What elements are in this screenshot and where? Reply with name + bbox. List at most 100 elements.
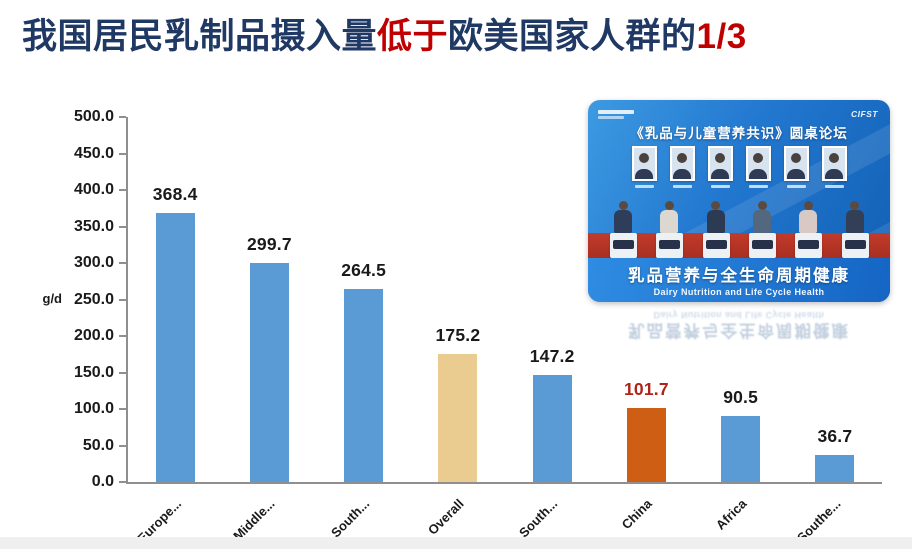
- bar-chart-plot-area: 368.4 299.7 264.5 175.2 147.2 101.7 90.5 36.7 5…: [74, 108, 882, 490]
- headshot-shoulders: [787, 169, 805, 179]
- seated-panelist: [747, 198, 777, 258]
- headshot-shoulders: [825, 169, 843, 179]
- y-axis-tick-label: 50.0: [82, 436, 114, 454]
- headshot-face: [677, 153, 687, 163]
- forum-headline-en: Dairy Nutrition and Life Cycle Health: [653, 287, 825, 297]
- headshot-frame: [783, 146, 809, 181]
- bar-value-label: 101.7: [623, 378, 669, 399]
- headshot-photo: [745, 146, 771, 188]
- y-axis-tick-label: 300.0: [73, 254, 114, 271]
- y-axis-tick: [119, 189, 126, 191]
- x-axis-label: China: [618, 496, 655, 533]
- panelist-legs: [798, 240, 820, 249]
- panelist-head: [618, 201, 628, 210]
- headshot-shoulders: [711, 169, 729, 179]
- y-axis-tick-label: 200.0: [73, 327, 114, 344]
- headshot-photo: [631, 146, 657, 188]
- bar-group: 175.2: [411, 117, 505, 482]
- headshot-face: [753, 153, 763, 163]
- bar-group: 36.7: [788, 117, 882, 482]
- headshot-name-label: [786, 185, 806, 188]
- bar: [155, 213, 195, 482]
- panelist-legs: [705, 240, 727, 249]
- headshot-name-label: [748, 185, 768, 188]
- headshot-face: [829, 153, 839, 163]
- bar-group: 299.7: [222, 117, 316, 482]
- x-axis-label: South...: [516, 496, 561, 541]
- bar: [438, 354, 478, 482]
- y-axis-tick: [119, 335, 126, 337]
- seated-panelists: [600, 198, 878, 258]
- page-title: 我国居民乳制品摄入量低于欧美国家人群的1/3: [22, 8, 747, 59]
- y-axis-tick: [119, 408, 126, 410]
- panelist-legs: [752, 240, 774, 249]
- seated-panelist: [840, 198, 870, 258]
- x-axis-label: Africa: [712, 496, 750, 533]
- headshot-name-label: [634, 185, 654, 188]
- bar-group: 147.2: [505, 117, 599, 482]
- panelist-head: [850, 201, 860, 210]
- bars-row: 368.4 299.7 264.5 175.2 147.2 101.7 90.5 36.7: [128, 117, 882, 482]
- y-axis-tick-label: 100.0: [73, 400, 114, 417]
- seated-panelist: [608, 198, 638, 258]
- bar-group: 264.5: [317, 117, 411, 482]
- y-axis-tick: [119, 444, 126, 447]
- panelist-torso: [845, 210, 864, 233]
- y-axis-tick: [119, 116, 126, 118]
- panelist-legs: [613, 240, 635, 249]
- panelist-torso: [660, 210, 679, 233]
- bar-group: 90.5: [694, 117, 788, 482]
- x-axis-label: Overall: [424, 496, 467, 538]
- organizer-logo: [598, 110, 634, 119]
- bar-value-label: 175.2: [435, 325, 481, 346]
- headshot-name-label: [710, 185, 730, 188]
- stage-floor: [588, 233, 890, 258]
- bar-group: 368.4: [128, 117, 222, 482]
- title-segment: 1/3: [696, 17, 747, 56]
- bar: [815, 455, 855, 482]
- title-segment: 欧美国家人群的: [448, 17, 697, 56]
- title-segment: 我国居民乳制品摄入量: [22, 17, 378, 56]
- bar-value-label: 147.2: [529, 345, 575, 366]
- headshot-frame: [669, 146, 695, 181]
- y-axis-tick: [119, 481, 126, 483]
- bar-value-label: 299.7: [246, 234, 292, 255]
- headshot-name-label: [672, 185, 692, 188]
- headshot-face: [639, 153, 649, 163]
- panelist-torso: [753, 210, 772, 233]
- bar: [249, 263, 289, 482]
- panelist-head: [803, 201, 813, 210]
- panelist-head: [757, 201, 767, 210]
- panelist-torso: [706, 210, 725, 233]
- y-axis-tick: [119, 371, 126, 374]
- panelist-legs: [659, 240, 681, 249]
- y-axis-tick: [119, 225, 126, 228]
- panelist-headshots: [588, 146, 890, 188]
- bar-value-label: 264.5: [341, 259, 387, 280]
- y-axis-tick-label: 250.0: [73, 290, 114, 308]
- y-axis-tick-label: 0.0: [91, 473, 114, 490]
- headshot-frame: [631, 146, 657, 181]
- bottom-strip: [0, 537, 912, 549]
- x-axis-label: South...: [327, 496, 373, 541]
- headshot-frame: [745, 146, 771, 181]
- forum-headline-band: 乳品营养与全生命周期健康 Dairy Nutrition and Life Cy…: [588, 258, 890, 302]
- headshot-face: [791, 153, 801, 163]
- panelist-torso: [614, 210, 633, 233]
- seated-panelist: [654, 198, 684, 258]
- bar-value-label: 90.5: [723, 386, 759, 407]
- y-axis-tick-label: 350.0: [73, 217, 114, 235]
- panelist-head: [711, 201, 721, 210]
- forum-headline-cn: 乳品营养与全生命周期健康: [628, 267, 850, 285]
- y-axis-tick: [119, 298, 126, 301]
- headshot-photo: [783, 146, 809, 188]
- panelist-torso: [799, 210, 818, 233]
- y-axis-tick-label: 400.0: [73, 181, 114, 198]
- y-axis-tick: [119, 152, 126, 155]
- headshot-face: [715, 153, 725, 163]
- seated-panelist: [793, 198, 823, 258]
- headshot-shoulders: [673, 169, 691, 179]
- forum-photo: CIFST 《乳品与儿童营养共识》圆桌论坛 乳品营养与全生命周期健康 Dairy…: [588, 100, 890, 302]
- headshot-shoulders: [749, 169, 767, 179]
